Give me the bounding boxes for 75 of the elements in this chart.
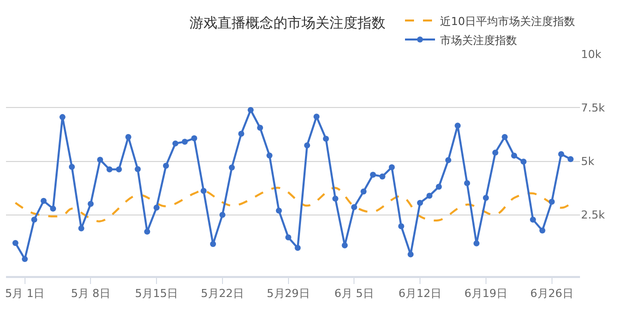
x-tick-label: 6月12日 bbox=[398, 287, 442, 300]
point bbox=[88, 200, 94, 207]
point bbox=[182, 138, 188, 145]
point bbox=[228, 164, 235, 170]
point bbox=[248, 106, 254, 113]
point bbox=[473, 240, 480, 246]
point bbox=[22, 256, 28, 262]
y-tick-label: 7.5k bbox=[581, 101, 606, 114]
x-tick-label: 6月19日 bbox=[464, 287, 508, 300]
point bbox=[426, 192, 432, 199]
point bbox=[322, 136, 329, 142]
point bbox=[162, 162, 169, 169]
point bbox=[398, 223, 404, 230]
point bbox=[360, 188, 367, 194]
point bbox=[530, 216, 536, 223]
point bbox=[294, 244, 301, 251]
point bbox=[342, 242, 348, 248]
point bbox=[464, 180, 470, 186]
point bbox=[276, 208, 282, 214]
x-tick-label: 5月 8日 bbox=[70, 287, 110, 300]
point bbox=[134, 166, 141, 172]
point bbox=[50, 206, 56, 212]
point bbox=[59, 114, 66, 120]
point bbox=[238, 130, 244, 137]
y-tick-label: 5k bbox=[581, 155, 595, 168]
x-tick-label: 5月29日 bbox=[266, 287, 310, 300]
point bbox=[454, 122, 461, 129]
point bbox=[40, 198, 47, 204]
point bbox=[314, 114, 320, 120]
x-tick-label: 5月15日 bbox=[135, 287, 178, 300]
point bbox=[219, 212, 226, 218]
point bbox=[210, 241, 216, 248]
point bbox=[502, 134, 508, 140]
point bbox=[332, 196, 338, 202]
point bbox=[408, 251, 414, 258]
point bbox=[548, 198, 555, 205]
point bbox=[482, 194, 489, 201]
point bbox=[68, 164, 75, 170]
point bbox=[285, 234, 292, 240]
point bbox=[558, 151, 564, 158]
x-tick-label: 5月22日 bbox=[200, 287, 244, 300]
point bbox=[436, 184, 442, 190]
point bbox=[379, 173, 386, 180]
x-tick-label: 5月 1日 bbox=[5, 287, 45, 300]
point bbox=[154, 204, 160, 211]
point bbox=[12, 240, 18, 246]
y-tick-label: 2.5k bbox=[581, 208, 606, 222]
legend-label: 市场关注度指数 bbox=[440, 34, 517, 47]
point bbox=[511, 152, 518, 159]
point bbox=[492, 150, 498, 156]
point bbox=[78, 225, 84, 232]
point bbox=[445, 157, 452, 164]
point bbox=[417, 200, 424, 206]
point bbox=[568, 156, 574, 162]
point bbox=[200, 188, 207, 194]
point bbox=[539, 228, 546, 234]
point bbox=[106, 166, 113, 172]
x-tick-label: 6月 5日 bbox=[334, 287, 374, 300]
point bbox=[116, 166, 122, 172]
point bbox=[31, 216, 38, 223]
point bbox=[304, 142, 310, 148]
point bbox=[172, 140, 178, 146]
point bbox=[97, 156, 104, 163]
point bbox=[266, 152, 272, 158]
point bbox=[370, 172, 376, 178]
point bbox=[388, 164, 395, 170]
x-tick-label: 6月26日 bbox=[530, 287, 574, 300]
chart-title: 游戏直播概念的市场关注度指数 bbox=[189, 15, 386, 32]
legend-label: 近10日平均市场关注度指数 bbox=[440, 14, 575, 28]
point bbox=[191, 135, 198, 142]
y-tick-label: 10k bbox=[581, 48, 602, 61]
point bbox=[520, 158, 527, 165]
point bbox=[257, 124, 264, 131]
point bbox=[351, 204, 358, 210]
point bbox=[144, 228, 150, 235]
